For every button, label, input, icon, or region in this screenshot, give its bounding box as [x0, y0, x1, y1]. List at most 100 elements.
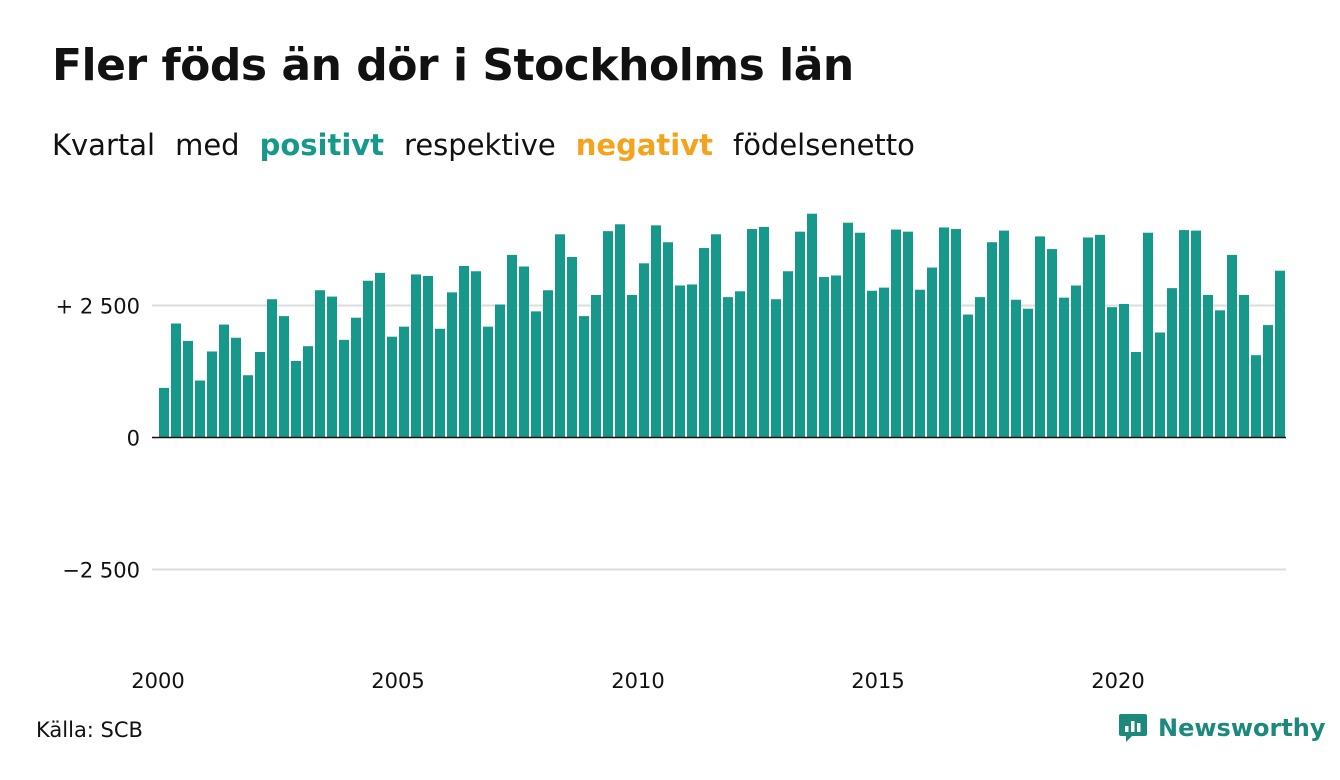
bar	[975, 297, 985, 438]
bar	[663, 242, 673, 438]
bar	[279, 316, 289, 438]
bar	[999, 230, 1009, 438]
bar	[483, 326, 493, 438]
bar	[723, 297, 733, 438]
bar	[231, 337, 241, 438]
bar	[687, 284, 697, 438]
bar	[171, 323, 181, 438]
bar	[651, 225, 661, 438]
bar	[435, 328, 445, 438]
bar	[327, 296, 337, 438]
subtitle-word: Kvartal	[52, 128, 156, 162]
bar	[783, 271, 793, 438]
bar	[1215, 310, 1225, 438]
bar	[555, 234, 565, 438]
bar	[303, 346, 313, 438]
bar	[1155, 332, 1165, 438]
bar	[363, 280, 373, 438]
bar	[159, 387, 169, 438]
bar	[951, 229, 961, 438]
bar	[1251, 355, 1261, 438]
bar	[1239, 295, 1249, 438]
bar	[711, 234, 721, 438]
bar	[567, 257, 577, 438]
bar	[735, 291, 745, 438]
bar	[1131, 352, 1141, 438]
bar	[1059, 297, 1069, 438]
bar	[987, 242, 997, 438]
bar	[807, 213, 817, 438]
bar	[627, 295, 637, 438]
bar	[423, 276, 433, 438]
chart-subtitle: Kvartal med positivt respektive negativt föde…	[52, 128, 935, 162]
bar	[1023, 308, 1033, 438]
x-tick-label: 2010	[611, 669, 664, 693]
bar	[339, 339, 349, 438]
bar	[291, 360, 301, 438]
bar	[675, 285, 685, 438]
newsworthy-icon	[1119, 714, 1147, 742]
x-tick-label: 2020	[1091, 669, 1144, 693]
bar	[1011, 299, 1021, 438]
bar	[939, 227, 949, 438]
bar	[855, 232, 865, 438]
y-tick-label: −2 500	[62, 558, 140, 582]
bar	[963, 314, 973, 438]
bar	[411, 274, 421, 438]
page-title: Fler föds än dör i Stockholms län	[52, 40, 854, 91]
bar	[867, 290, 877, 438]
bar	[543, 290, 553, 438]
bar	[351, 317, 361, 438]
bar	[519, 266, 529, 438]
y-tick-label: + 2 500	[56, 295, 140, 319]
bar	[507, 254, 517, 438]
bar	[267, 299, 277, 438]
brand-logo: Newsworthy	[1118, 712, 1326, 744]
bar	[1047, 249, 1057, 438]
bar	[591, 295, 601, 438]
x-tick-label: 2015	[851, 669, 904, 693]
bar	[315, 290, 325, 438]
bar	[1071, 285, 1081, 438]
subtitle-word: födelsenetto	[732, 128, 915, 162]
bar	[219, 324, 229, 438]
bar	[1143, 232, 1153, 438]
legend-positive: positivt	[259, 128, 385, 162]
bar	[1095, 234, 1105, 438]
bar	[207, 351, 217, 438]
bar	[1107, 307, 1117, 438]
bar	[639, 263, 649, 438]
bar	[1167, 288, 1177, 438]
bar	[771, 299, 781, 438]
bar	[1179, 230, 1189, 438]
bar	[795, 231, 805, 438]
bar	[603, 231, 613, 438]
bar	[915, 289, 925, 438]
bar	[747, 229, 757, 438]
bar	[1191, 230, 1201, 438]
bar	[471, 271, 481, 438]
bar	[243, 375, 253, 438]
bar	[459, 265, 469, 438]
subtitle-word: med	[175, 128, 240, 162]
bar	[399, 326, 409, 438]
x-tick-label: 2000	[131, 669, 184, 693]
bar	[579, 316, 589, 438]
bar	[759, 226, 769, 438]
bar	[819, 277, 829, 438]
bar	[879, 287, 889, 438]
bar	[1227, 254, 1237, 438]
bar	[699, 248, 709, 438]
bar	[843, 222, 853, 438]
bar	[1119, 303, 1129, 438]
bar	[927, 267, 937, 438]
bar	[495, 304, 505, 438]
bar	[1083, 237, 1093, 438]
bar	[615, 224, 625, 438]
bar	[531, 311, 541, 438]
bar	[1203, 295, 1213, 438]
bar	[375, 272, 385, 438]
x-tick-label: 2005	[371, 669, 424, 693]
subtitle-word: respektive	[404, 128, 556, 162]
